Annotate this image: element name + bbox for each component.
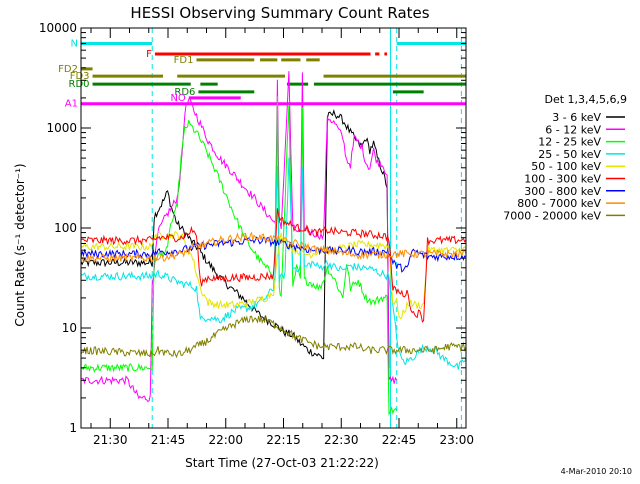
legend-label: 300 - 800 keV — [524, 185, 601, 198]
series-line — [81, 71, 398, 403]
x-tick-label: 22:00 — [208, 433, 243, 447]
series-line — [81, 231, 466, 263]
legend-label: 3 - 6 keV — [552, 111, 601, 124]
flag-label-n: N — [71, 38, 78, 49]
legend-label: 800 - 7000 keV — [517, 197, 601, 210]
x-axis-label: Start Time (27-Oct-03 21:22:22) — [185, 456, 379, 470]
legend-title: Det 1,3,4,5,6,9 — [544, 93, 627, 106]
x-tick-label: 22:30 — [324, 433, 359, 447]
legend-label: 50 - 100 keV — [531, 160, 601, 173]
flag-label-rd0: RD0 — [69, 79, 90, 90]
flag-label-no: NO — [170, 93, 185, 104]
legend-label: 100 - 300 keV — [524, 173, 601, 186]
flag-label-fd3: FD3 — [70, 71, 90, 82]
series-line — [81, 157, 466, 370]
x-tick-label: 22:45 — [382, 433, 417, 447]
legend-label: 6 - 12 keV — [545, 123, 601, 136]
date-stamp: 4-Mar-2010 20:10 — [561, 467, 632, 476]
x-tick-label: 22:15 — [266, 433, 301, 447]
flag-label-fd1: FD1 — [174, 55, 194, 66]
y-tick-label: 10000 — [39, 21, 77, 35]
y-tick-label: 100 — [54, 221, 77, 235]
flag-label-a1: A1 — [65, 99, 78, 110]
flag-label-rd6: RD6 — [174, 87, 195, 98]
series-line — [81, 96, 398, 416]
legend-label: 7000 - 20000 keV — [503, 209, 601, 222]
data-series-group — [81, 71, 466, 416]
flag-label-fd2: FD2 — [58, 64, 78, 75]
y-tick-label: 10 — [62, 321, 77, 335]
x-tick-label: 21:45 — [151, 433, 186, 447]
series-line — [81, 208, 466, 323]
legend-label: 25 - 50 keV — [538, 148, 601, 161]
flag-label-f: F — [146, 49, 152, 60]
chart-title: HESSI Observing Summary Count Rates — [130, 4, 429, 22]
series-line — [81, 314, 466, 359]
legend-label: 12 - 25 keV — [538, 136, 601, 149]
x-tick-label: 21:30 — [93, 433, 128, 447]
series-line — [81, 109, 390, 368]
y-tick-label: 1 — [69, 421, 77, 435]
series-line — [81, 230, 466, 320]
y-axis-label: Count Rate (s⁻¹ detector⁻¹) — [13, 163, 27, 326]
y-tick-label: 1000 — [46, 121, 77, 135]
x-tick-label: 23:00 — [439, 433, 474, 447]
